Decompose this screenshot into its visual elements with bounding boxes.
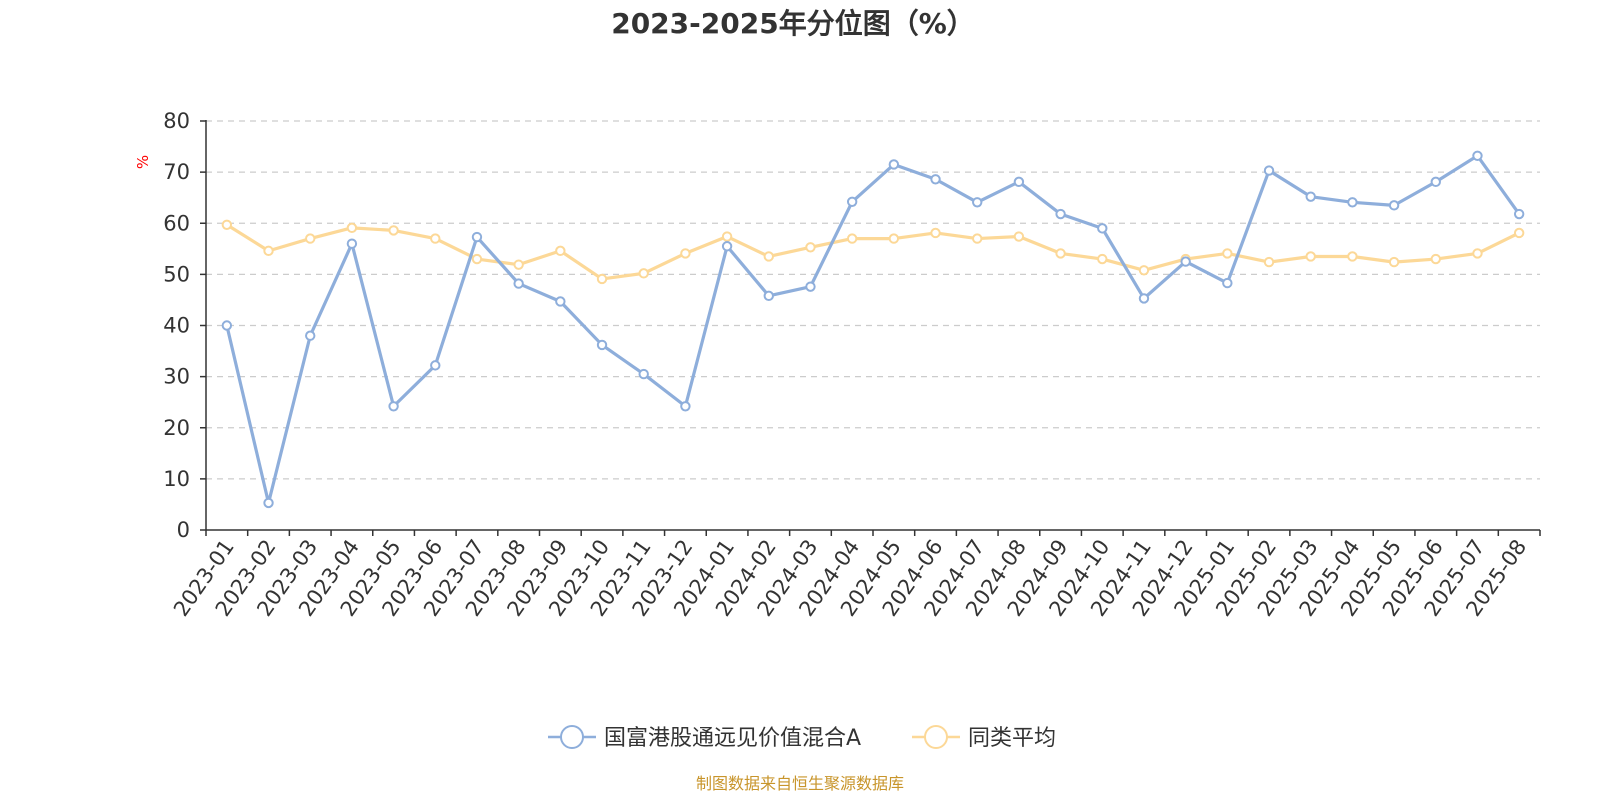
data-point[interactable] [305, 233, 316, 244]
legend-circle-icon [924, 725, 948, 749]
data-point[interactable] [846, 196, 858, 207]
series-1 [221, 219, 1525, 285]
data-point[interactable] [972, 197, 983, 208]
data-point[interactable] [596, 273, 608, 285]
y-tick-label: 50 [163, 262, 190, 286]
data-point[interactable] [680, 248, 691, 259]
data-point[interactable] [513, 259, 524, 270]
data-point[interactable] [430, 233, 441, 244]
data-point[interactable] [888, 233, 900, 244]
data-point[interactable] [1138, 293, 1150, 304]
data-point[interactable] [1222, 248, 1233, 259]
data-point[interactable] [1138, 265, 1150, 276]
data-point[interactable] [1305, 191, 1316, 202]
data-point[interactable] [513, 278, 524, 289]
data-point[interactable] [930, 174, 941, 185]
data-point[interactable] [1388, 256, 1400, 268]
data-point[interactable] [1472, 248, 1483, 259]
y-tick-label: 30 [163, 365, 190, 389]
y-axis-unit-label: % [134, 155, 152, 169]
data-point[interactable] [1347, 251, 1358, 262]
data-point[interactable] [1388, 200, 1400, 211]
data-point[interactable] [596, 339, 608, 351]
data-point[interactable] [1222, 277, 1233, 289]
data-point[interactable] [1472, 150, 1483, 161]
chart-title: 2023-2025年分位图（%） [611, 7, 975, 40]
data-point[interactable] [221, 320, 233, 331]
data-point[interactable] [1013, 176, 1025, 188]
series-layer [221, 150, 1525, 509]
series-line [225, 223, 1520, 281]
data-point[interactable] [1097, 223, 1108, 234]
data-point[interactable] [1430, 253, 1441, 265]
data-point[interactable] [972, 233, 983, 244]
data-point[interactable] [305, 330, 316, 341]
data-point[interactable] [471, 253, 483, 265]
legend-label: 同类平均 [968, 726, 1056, 751]
data-point[interactable] [1097, 253, 1108, 265]
data-point[interactable] [846, 233, 858, 244]
series-line [225, 154, 1521, 505]
data-point[interactable] [346, 222, 358, 234]
data-point[interactable] [638, 368, 649, 380]
data-point[interactable] [1055, 248, 1066, 259]
y-tick-label: 80 [163, 109, 190, 133]
data-point[interactable] [680, 401, 691, 412]
legend-item-1[interactable]: 同类平均 [912, 725, 1056, 751]
data-point[interactable] [555, 296, 566, 307]
data-point[interactable] [930, 227, 941, 239]
data-point[interactable] [763, 290, 774, 302]
data-point[interactable] [263, 245, 274, 257]
legend-circle-icon [560, 725, 584, 749]
data-point[interactable] [1263, 165, 1275, 176]
data-point[interactable] [1513, 208, 1525, 220]
y-tick-label: 10 [163, 467, 190, 491]
data-point[interactable] [763, 251, 774, 262]
data-point[interactable] [388, 225, 399, 236]
data-point[interactable] [388, 401, 399, 412]
data-point[interactable] [805, 281, 816, 292]
y-tick-label: 20 [163, 416, 190, 440]
data-point[interactable] [1513, 227, 1525, 239]
axes: 010203040506070802023-012023-022023-0320… [163, 109, 1541, 621]
data-point[interactable] [1347, 197, 1358, 208]
legend-label: 国富港股通远见价值混合A [604, 726, 861, 751]
data-point[interactable] [1305, 251, 1316, 262]
source-attribution: 制图数据来自恒生聚源数据库 [696, 774, 904, 793]
data-point[interactable] [638, 268, 649, 279]
data-point[interactable] [888, 159, 900, 170]
data-point[interactable] [430, 360, 441, 371]
data-point[interactable] [471, 231, 483, 243]
gridlines [206, 120, 1540, 480]
y-tick-label: 70 [163, 160, 190, 184]
data-point[interactable] [1430, 176, 1441, 188]
y-tick-label: 0 [177, 518, 190, 542]
data-point[interactable] [346, 238, 358, 249]
data-point[interactable] [263, 497, 274, 509]
data-point[interactable] [1180, 256, 1191, 267]
legend: 国富港股通远见价值混合A 同类平均 [548, 725, 1056, 751]
data-point[interactable] [1013, 231, 1025, 242]
data-point[interactable] [805, 242, 816, 253]
y-tick-label: 60 [163, 211, 190, 235]
y-tick-label: 40 [163, 314, 190, 338]
data-point[interactable] [1055, 208, 1066, 220]
data-point[interactable] [221, 219, 233, 230]
series-0 [221, 150, 1525, 509]
legend-item-0[interactable]: 国富港股通远见价值混合A [548, 725, 861, 751]
data-point[interactable] [555, 245, 566, 257]
data-point[interactable] [1263, 256, 1275, 268]
data-point[interactable] [721, 241, 733, 252]
data-point[interactable] [721, 231, 733, 242]
